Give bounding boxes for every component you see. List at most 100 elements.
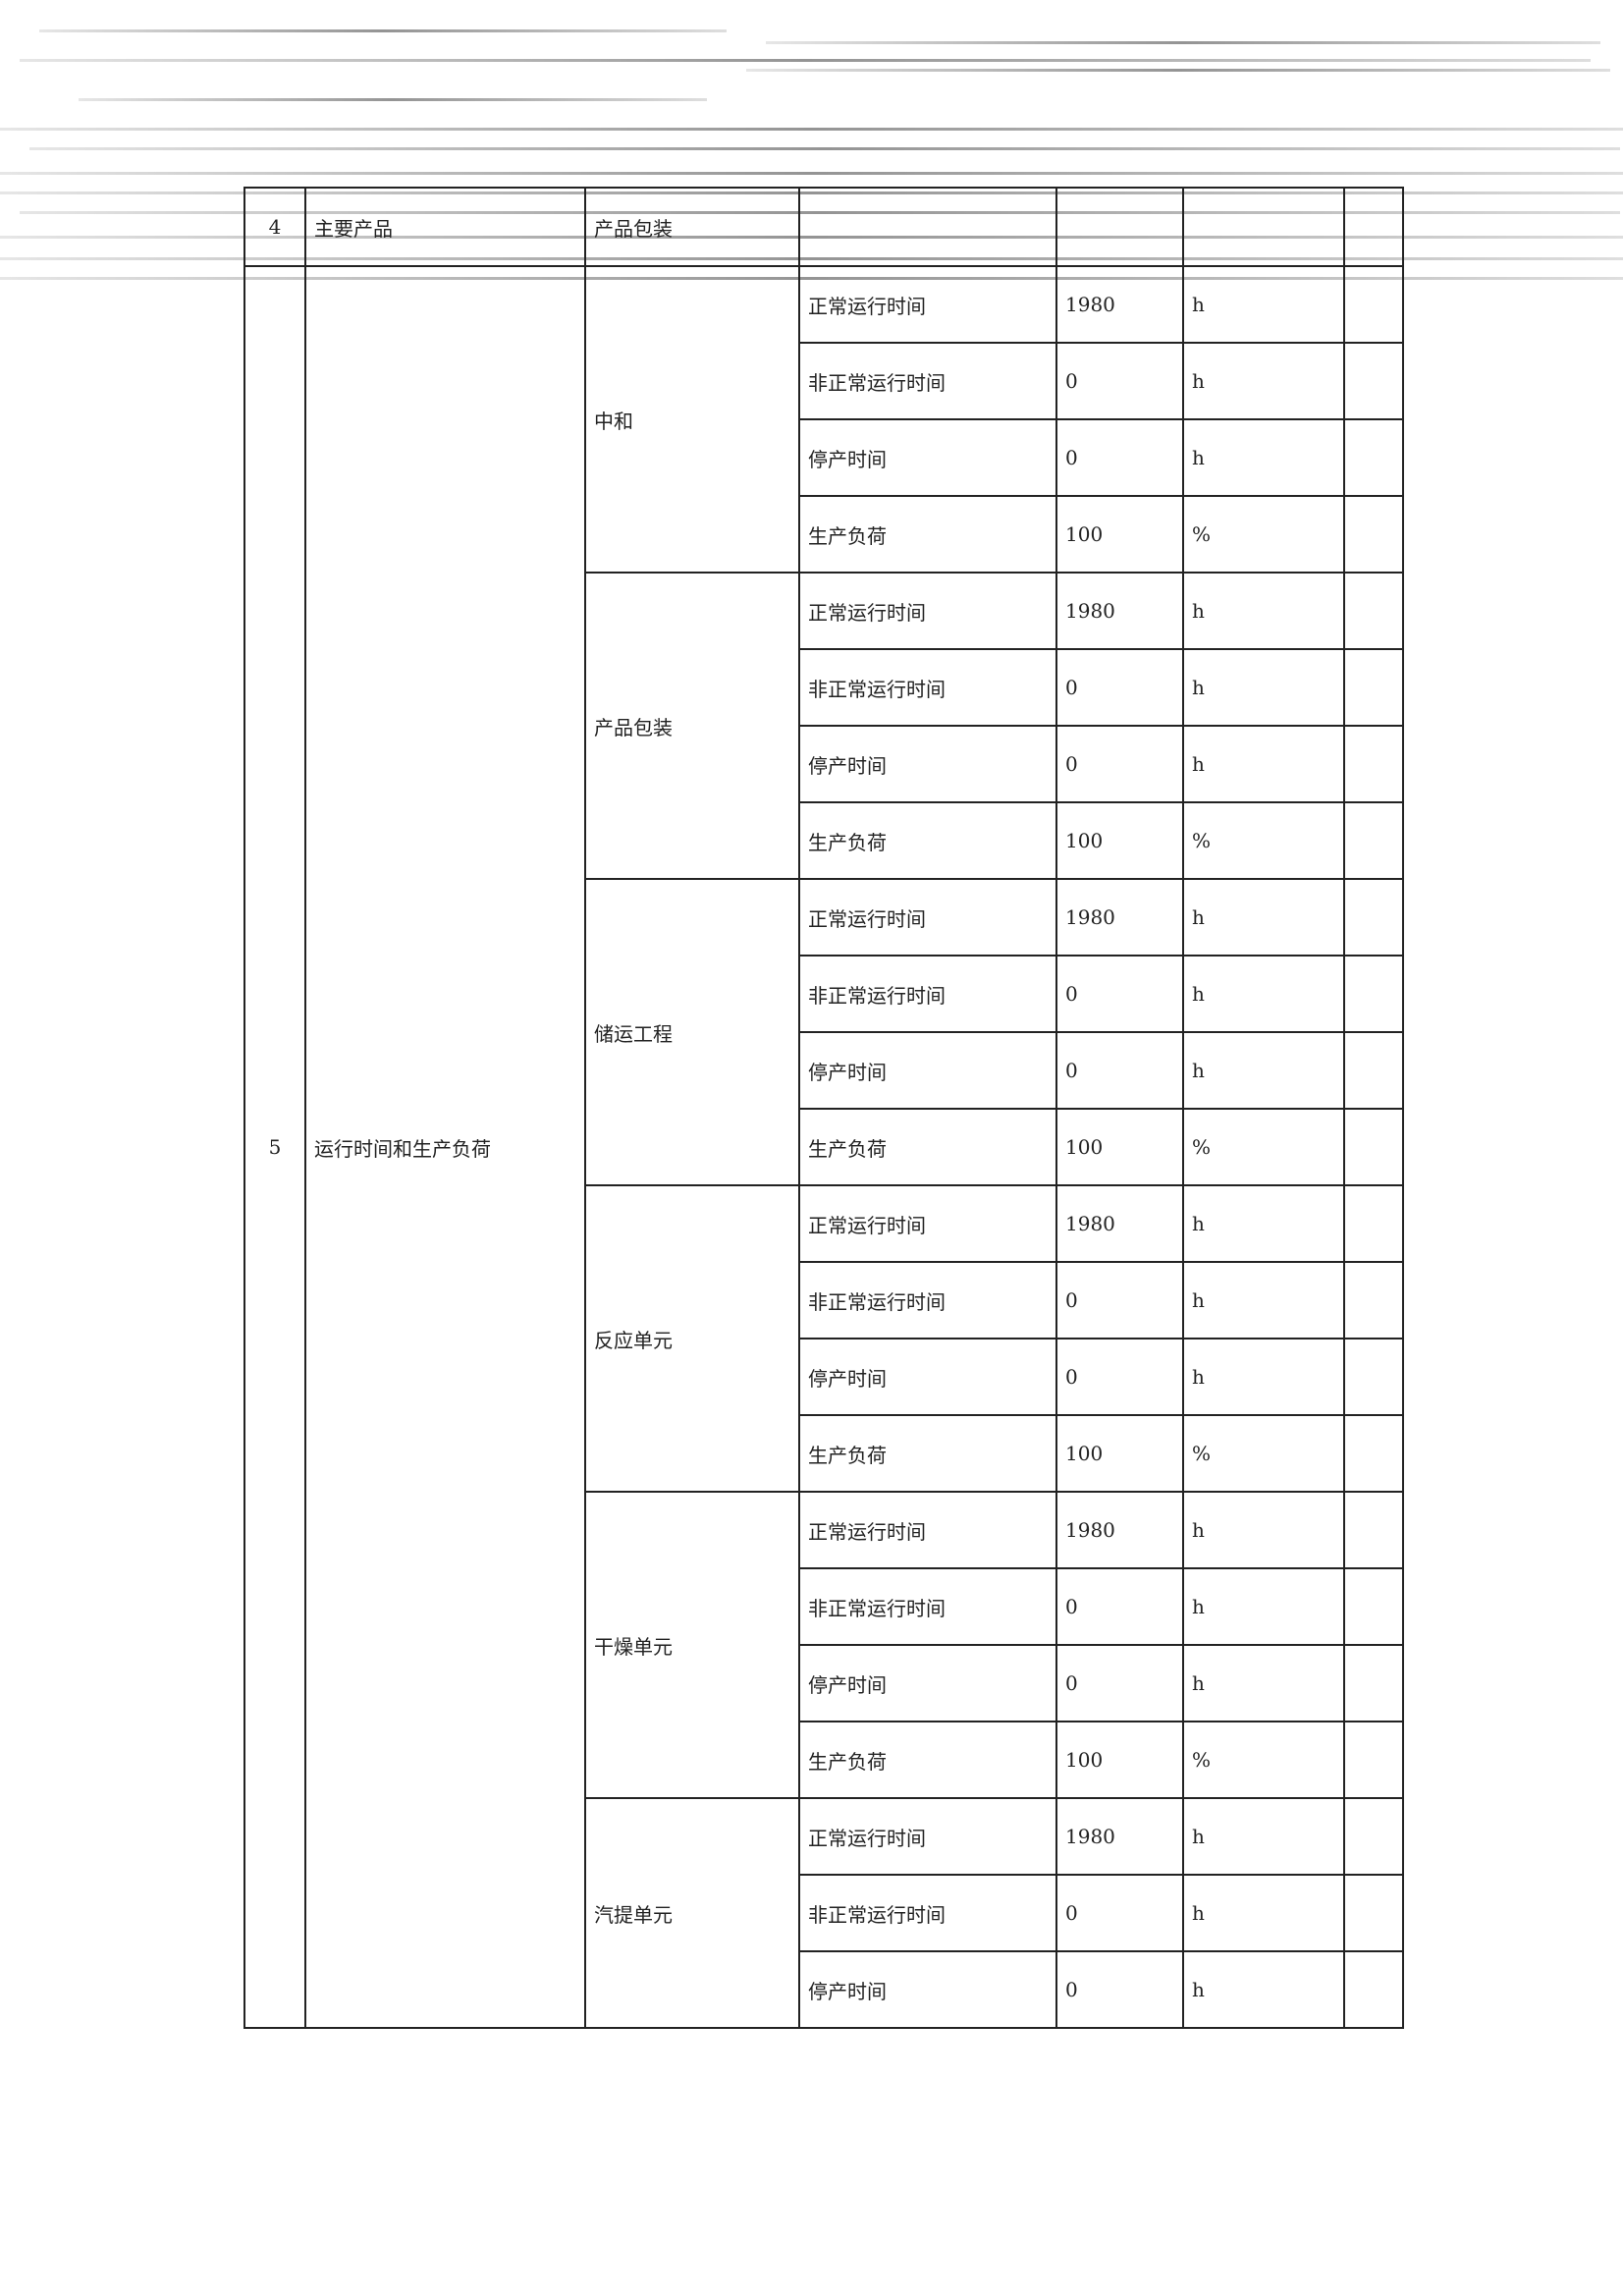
parameter-unit: h — [1182, 1567, 1345, 1646]
table-row: 非正常运行时间 0 h — [244, 1567, 1404, 1646]
parameter-value: 0 — [1055, 1261, 1184, 1339]
parameter-name: 生产负荷 — [798, 1414, 1057, 1493]
parameter-value: 1980 — [1055, 572, 1184, 650]
row-number: 4 — [243, 187, 306, 267]
table-row: 停产时间 0 h — [244, 1644, 1404, 1722]
table-row: 停产时间 0 h — [244, 1031, 1404, 1110]
table-row: 汽提单元 正常运行时间 1980 h — [244, 1797, 1404, 2029]
empty-cell — [1343, 572, 1404, 650]
parameter-name: 生产负荷 — [798, 1108, 1057, 1186]
parameter-value: 0 — [1055, 1950, 1184, 2029]
parameter-unit: h — [1182, 418, 1345, 497]
parameter-name: 正常运行时间 — [798, 572, 1057, 650]
parameter-unit: % — [1182, 1414, 1345, 1493]
parameter-unit: h — [1182, 955, 1345, 1033]
parameter-name: 非正常运行时间 — [798, 648, 1057, 727]
table-row: 停产时间 0 h — [244, 725, 1404, 803]
empty-cell — [1343, 187, 1404, 267]
parameter-unit: h — [1182, 1261, 1345, 1339]
parameter-value: 0 — [1055, 1567, 1184, 1646]
parameter-unit: h — [1182, 1031, 1345, 1110]
scan-streak — [79, 98, 707, 101]
parameter-unit: h — [1182, 1950, 1345, 2029]
empty-cell — [1343, 648, 1404, 727]
table-row: 停产时间 0 h — [244, 1338, 1404, 1416]
table-row: 生产负荷 100% — [244, 1721, 1404, 1799]
unit-name: 汽提单元 — [584, 1797, 800, 2029]
scan-streak — [0, 128, 1623, 131]
scan-streak — [746, 69, 1610, 72]
parameter-unit: h — [1182, 1338, 1345, 1416]
table-row: 储运工程 正常运行时间 1980 h — [244, 878, 1404, 1186]
parameter-name: 生产负荷 — [798, 1721, 1057, 1799]
table-row: 生产负荷 100% — [244, 495, 1404, 574]
parameter-value: 0 — [1055, 418, 1184, 497]
parameter-name: 停产时间 — [798, 1031, 1057, 1110]
parameter-unit: h — [1182, 1644, 1345, 1722]
empty-cell — [1343, 1874, 1404, 1952]
parameter-unit: h — [1182, 1491, 1345, 1569]
parameter-name: 正常运行时间 — [798, 265, 1057, 344]
parameter-value: 0 — [1055, 648, 1184, 727]
table-row: 非正常运行时间 0 h — [244, 1261, 1404, 1339]
parameter-name: 停产时间 — [798, 418, 1057, 497]
table-row: 干燥单元 正常运行时间 1980 h — [244, 1491, 1404, 1799]
parameter-name: 正常运行时间 — [798, 1184, 1057, 1263]
parameter-unit: h — [1182, 1797, 1345, 1876]
empty-cell — [1343, 955, 1404, 1033]
parameter-unit: % — [1182, 1721, 1345, 1799]
parameter-value: 0 — [1055, 955, 1184, 1033]
parameter-name: 停产时间 — [798, 1644, 1057, 1722]
parameter-name: 非正常运行时间 — [798, 342, 1057, 420]
parameter-value: 1980 — [1055, 1491, 1184, 1569]
operation-table: 4 主要产品 产品包装 5 运行时间和生产负荷 中和 正常运行时间 1980 h 非正常运行… — [243, 187, 1404, 2029]
parameter-value: 0 — [1055, 725, 1184, 803]
empty-cell — [1343, 1031, 1404, 1110]
unit-name: 反应单元 — [584, 1184, 800, 1493]
parameter-value: 100 — [1055, 495, 1184, 574]
parameter-name: 生产负荷 — [798, 495, 1057, 574]
table-row: 5 运行时间和生产负荷 中和 正常运行时间 1980 h — [243, 265, 1404, 2029]
empty-cell — [1343, 265, 1404, 344]
table-row: 停产时间 0 h — [244, 1950, 1404, 2029]
parameter-value: 0 — [1055, 1338, 1184, 1416]
table-row: 生产负荷 100% — [244, 1108, 1404, 1186]
scan-streak — [39, 29, 727, 32]
parameter-unit: h — [1182, 342, 1345, 420]
empty-cell — [1343, 1797, 1404, 1876]
parameter-name: 停产时间 — [798, 725, 1057, 803]
empty-cell — [1343, 1414, 1404, 1493]
parameter-name: 正常运行时间 — [798, 1797, 1057, 1876]
parameter-value: 100 — [1055, 1108, 1184, 1186]
parameter-value: 1980 — [1055, 1184, 1184, 1263]
empty-cell — [1343, 1721, 1404, 1799]
table-row: 非正常运行时间 0 h — [244, 648, 1404, 727]
table-row: 反应单元 正常运行时间 1980 h — [244, 1184, 1404, 1493]
empty-cell — [1343, 495, 1404, 574]
parameter-unit: % — [1182, 801, 1345, 880]
sub-item: 产品包装 — [584, 187, 800, 267]
empty-cell — [1343, 1108, 1404, 1186]
parameter-value: 100 — [1055, 1414, 1184, 1493]
parameter-value: 0 — [1055, 1874, 1184, 1952]
parameter-unit: h — [1182, 878, 1345, 957]
empty-cell — [1343, 1184, 1404, 1263]
parameter-name: 正常运行时间 — [798, 1491, 1057, 1569]
empty-cell — [1343, 1644, 1404, 1722]
row-number: 5 — [243, 265, 306, 2029]
table-row-4: 4 主要产品 产品包装 — [243, 187, 1404, 267]
table-row: 产品包装 正常运行时间 1980 h — [244, 572, 1404, 880]
empty-cell — [1343, 342, 1404, 420]
table-row: 停产时间 0 h — [244, 418, 1404, 497]
parameter-name: 停产时间 — [798, 1950, 1057, 2029]
parameter-name: 停产时间 — [798, 1338, 1057, 1416]
parameter-value: 100 — [1055, 801, 1184, 880]
parameter-value: 0 — [1055, 1031, 1184, 1110]
empty-cell — [1182, 187, 1345, 267]
empty-cell — [1343, 1261, 1404, 1339]
scan-streak — [766, 41, 1600, 44]
parameter-name: 正常运行时间 — [798, 878, 1057, 957]
scan-streak — [20, 59, 1591, 62]
empty-cell — [1343, 1567, 1404, 1646]
scan-streak — [0, 172, 1623, 175]
